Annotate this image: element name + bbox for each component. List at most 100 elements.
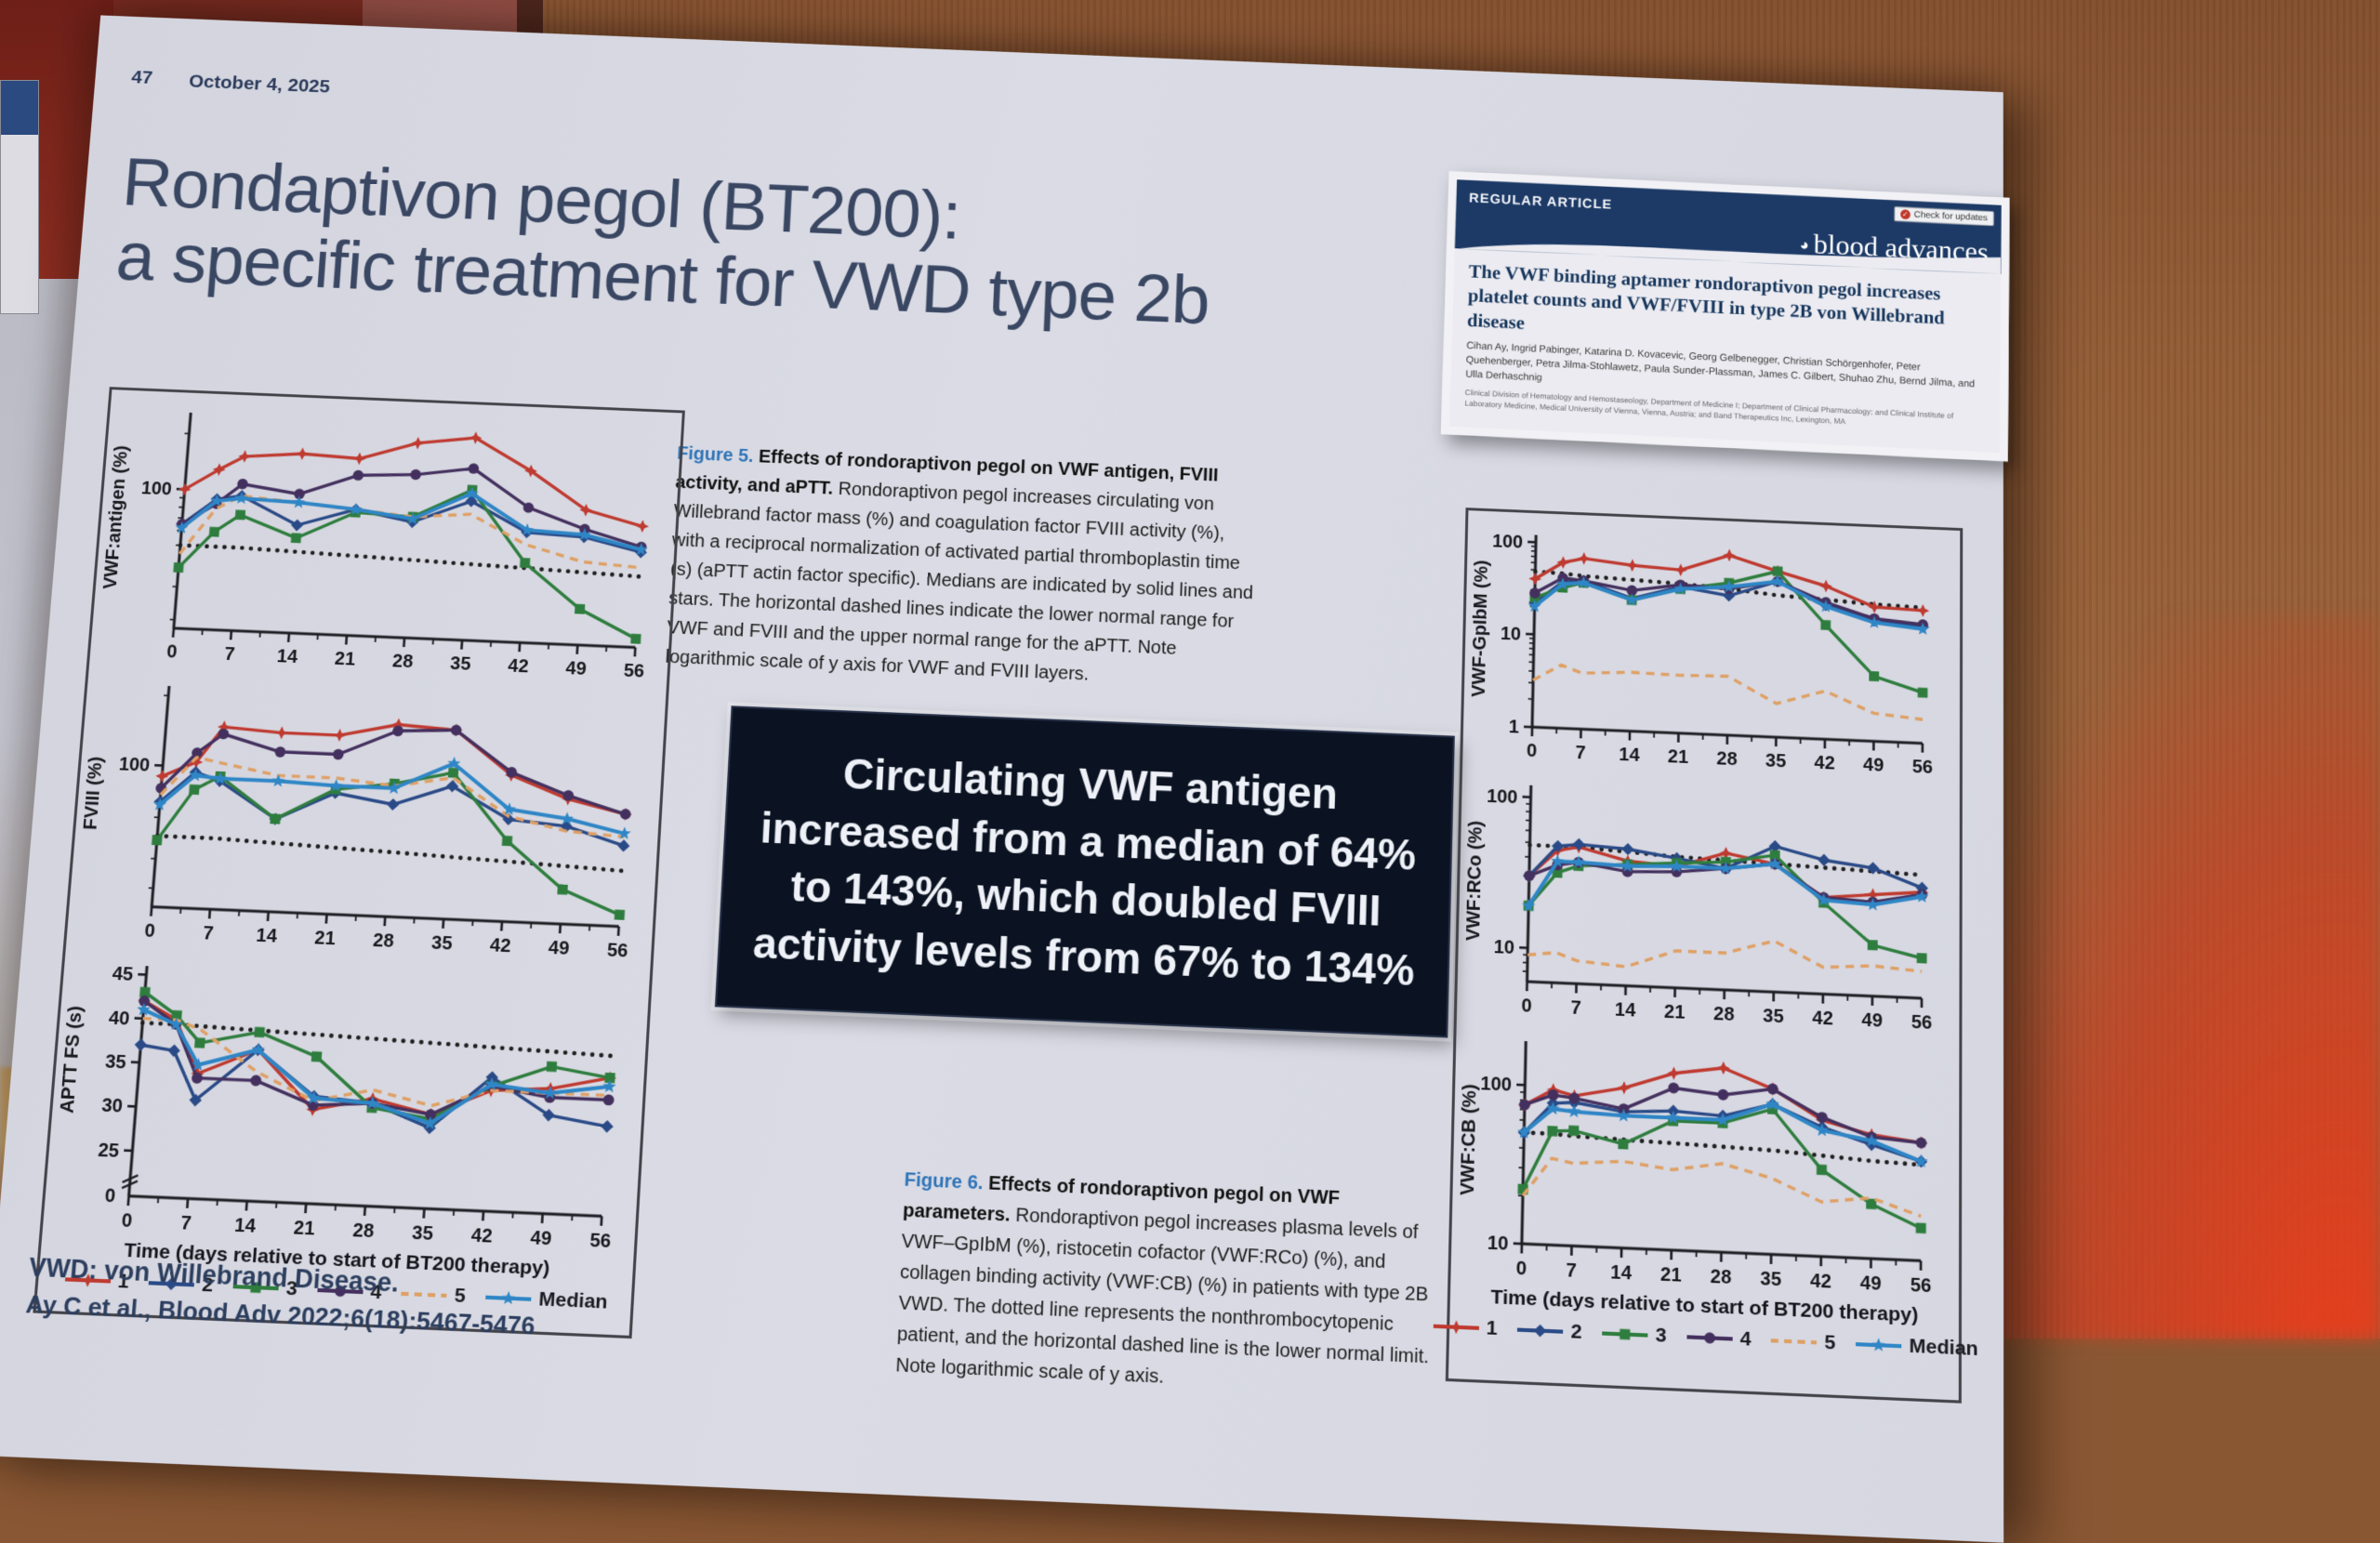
svg-text:28: 28 <box>352 1220 375 1242</box>
svg-text:14: 14 <box>276 646 298 667</box>
check-for-updates-badge[interactable]: ✓Check for updates <box>1894 206 1994 226</box>
svg-text:56: 56 <box>589 1230 612 1252</box>
svg-text:21: 21 <box>1668 746 1689 768</box>
svg-text:56: 56 <box>1911 1274 1932 1297</box>
key-result-callout: Circulating VWF antigen increased from a… <box>715 706 1455 1037</box>
svg-text:40: 40 <box>108 1008 130 1030</box>
svg-text:14: 14 <box>1615 999 1636 1022</box>
red-stage-light-glow <box>1952 613 2380 1339</box>
legend-label: 3 <box>1655 1324 1666 1348</box>
figure5-body: Rondoraptivon pegol increases circulatin… <box>665 479 1253 684</box>
svg-text:14: 14 <box>1619 745 1640 766</box>
svg-text:35: 35 <box>412 1222 434 1245</box>
svg-text:25: 25 <box>98 1140 120 1162</box>
svg-text:100: 100 <box>1492 531 1524 552</box>
figure6-label: Figure 6. <box>904 1169 988 1194</box>
svg-text:45: 45 <box>112 964 134 986</box>
svg-text:56: 56 <box>1912 757 1933 778</box>
svg-text:35: 35 <box>450 653 472 675</box>
journal-article-card: REGULAR ARTICLE ✓Check for updates ◕bloo… <box>1441 171 2010 461</box>
svg-text:0: 0 <box>1521 996 1532 1017</box>
legend-item-Median: Median <box>1853 1332 1978 1361</box>
figure6-caption: Figure 6. Effects of rondoraptivon pegol… <box>895 1165 1447 1405</box>
svg-text:42: 42 <box>1814 752 1834 773</box>
svg-text:49: 49 <box>530 1227 552 1249</box>
svg-text:56: 56 <box>623 661 644 682</box>
chart-vwf-cb: 10 100 0 7 14 21 28 35 42 49 56 VWF:CB (%) <box>1450 1025 1959 1310</box>
svg-text:35: 35 <box>1763 1006 1784 1028</box>
figure5-label: Figure 5. <box>677 443 760 467</box>
check-for-updates-label: Check for updates <box>1914 210 1988 223</box>
svg-text:21: 21 <box>314 928 337 950</box>
svg-text:49: 49 <box>1863 755 1884 776</box>
svg-text:42: 42 <box>1810 1271 1831 1293</box>
svg-text:35: 35 <box>1760 1268 1781 1290</box>
svg-text:0: 0 <box>104 1185 116 1207</box>
svg-text:49: 49 <box>1860 1273 1882 1295</box>
svg-text:42: 42 <box>1812 1008 1833 1030</box>
svg-text:42: 42 <box>470 1225 493 1247</box>
legend-label: Median <box>538 1288 608 1314</box>
legend-item-5: 5 <box>1768 1329 1836 1355</box>
journal-header-band: REGULAR ARTICLE ✓Check for updates ◕bloo… <box>1455 179 2002 274</box>
legend-label: 1 <box>1487 1317 1499 1341</box>
svg-text:0: 0 <box>165 641 178 663</box>
key-result-text: Circulating VWF antigen increased from a… <box>747 742 1424 1000</box>
svg-text:0: 0 <box>144 920 156 942</box>
svg-text:14: 14 <box>1610 1261 1632 1284</box>
svg-text:28: 28 <box>391 651 414 672</box>
svg-text:1: 1 <box>1509 717 1520 738</box>
svg-text:7: 7 <box>224 644 236 666</box>
svg-text:21: 21 <box>1664 1001 1686 1023</box>
svg-text:28: 28 <box>1711 1266 1732 1288</box>
svg-text:21: 21 <box>1660 1264 1682 1286</box>
svg-text:42: 42 <box>489 935 511 957</box>
svg-text:21: 21 <box>334 649 356 670</box>
svg-text:21: 21 <box>293 1218 315 1240</box>
legend-item-1: 1 <box>1430 1314 1498 1340</box>
svg-text:28: 28 <box>373 930 395 953</box>
svg-text:35: 35 <box>430 932 453 955</box>
svg-text:7: 7 <box>202 923 214 944</box>
legend-label: 5 <box>454 1285 467 1309</box>
svg-text:10: 10 <box>1488 1233 1509 1255</box>
svg-text:49: 49 <box>548 937 570 959</box>
svg-text:100: 100 <box>118 754 151 776</box>
svg-text:7: 7 <box>1566 1259 1577 1282</box>
svg-text:10: 10 <box>1493 937 1514 959</box>
svg-text:FVIII (%): FVIII (%) <box>80 756 107 830</box>
figure5-caption: Figure 5. Effects of rondoraptivon pegol… <box>665 439 1262 696</box>
legend-item-3: 3 <box>1599 1322 1667 1348</box>
svg-text:VWF:CB (%): VWF:CB (%) <box>1457 1084 1480 1196</box>
check-for-updates-icon: ✓ <box>1900 209 1911 219</box>
svg-text:14: 14 <box>233 1215 256 1237</box>
svg-text:100: 100 <box>140 479 173 500</box>
legend-label: Median <box>1909 1335 1977 1361</box>
legend-item-2: 2 <box>1514 1318 1582 1344</box>
slide-number: 47 <box>130 67 152 88</box>
svg-text:56: 56 <box>606 940 628 962</box>
svg-text:0: 0 <box>1527 741 1538 762</box>
svg-text:7: 7 <box>1575 743 1586 764</box>
svg-text:10: 10 <box>1501 624 1522 645</box>
svg-text:0: 0 <box>1515 1258 1527 1280</box>
legend-label: 5 <box>1824 1331 1835 1355</box>
svg-text:VWF-GpIbM (%): VWF-GpIbM (%) <box>1469 560 1493 697</box>
svg-text:VWF:RCo (%): VWF:RCo (%) <box>1463 821 1487 942</box>
svg-text:0: 0 <box>121 1210 133 1233</box>
slide-date: October 4, 2025 <box>188 72 330 99</box>
legend-label: 4 <box>1739 1327 1751 1352</box>
svg-text:28: 28 <box>1713 1003 1735 1025</box>
svg-text:7: 7 <box>180 1212 192 1234</box>
legend-item-5: 5 <box>398 1282 467 1308</box>
svg-text:100: 100 <box>1480 1074 1512 1096</box>
presentation-slide: 47 October 4, 2025 Rondaptivon pegol (BT… <box>0 15 2003 1542</box>
svg-text:APTT FS (s): APTT FS (s) <box>57 1006 86 1114</box>
svg-text:30: 30 <box>100 1095 123 1117</box>
svg-text:35: 35 <box>104 1051 126 1074</box>
legend-label: 2 <box>1570 1321 1581 1345</box>
